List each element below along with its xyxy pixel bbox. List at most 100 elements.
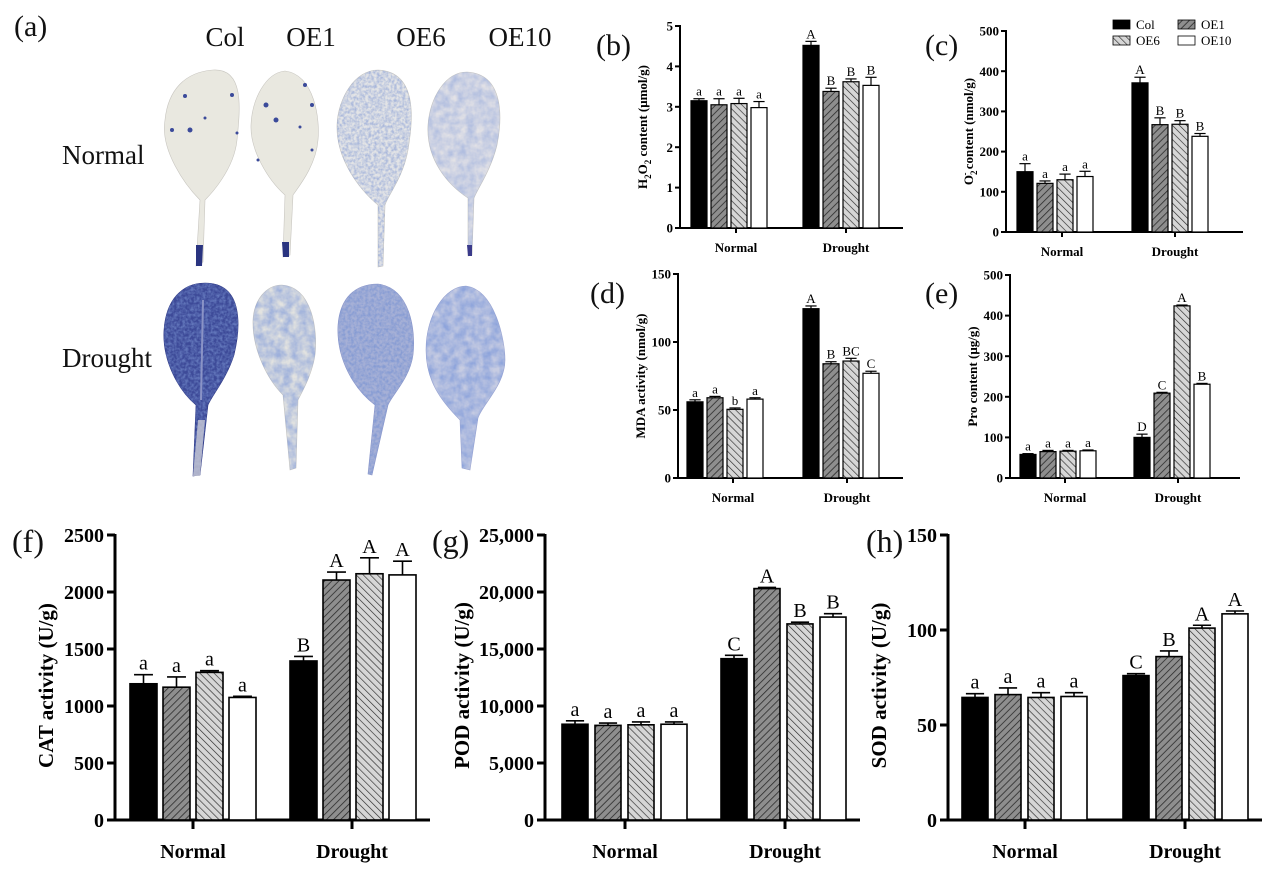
significance-letter: a [692,385,698,400]
bar-oe6-normal [726,408,744,479]
y-tick-label: 5,000 [489,753,534,775]
row-label-normal: Normal [62,140,145,170]
significance-letter: a [1037,671,1046,693]
bar-oe10-normal [1060,695,1088,821]
y-tick-label: 2000 [64,582,104,604]
y-tick-label: 0 [927,810,937,832]
bar-col-normal [561,723,589,821]
y-axis-label: H2O2 content (μmol/g) [635,65,653,189]
bar-oe1-drought [753,587,781,821]
x-tick-label-drought: Drought [1155,490,1202,505]
y-axis-label: Pro content (μg/g) [965,326,980,426]
x-tick-label-normal: Normal [592,841,658,863]
panel-label-e: (e) [925,277,958,310]
significance-letter: a [670,700,679,722]
significance-letter: a [971,672,980,694]
significance-letter: B [827,347,836,362]
y-axis-label: O2- content (nmol/g) [960,78,979,185]
y-tick-label: 100 [652,335,672,350]
bar-oe1-drought [1153,392,1171,479]
y-tick-label: 1500 [64,639,104,661]
legend-swatch-col [1112,19,1131,30]
y-tick-label: 500 [980,24,1000,39]
panel-label-f: (f) [12,523,44,559]
bar-oe1-normal [594,724,622,821]
significance-letter: A [806,26,816,41]
significance-letter: a [604,701,613,723]
bar-oe10-drought [1191,135,1209,233]
y-tick-label: 10,000 [479,696,534,718]
panel-label-b: (b) [596,29,631,62]
y-tick-label: 0 [993,225,1000,240]
leaf-normal-col [164,69,240,267]
significance-letter: a [1085,435,1091,450]
chart-c: (c) 0 100 200 300 400 500 O2- content (nmol/g) N… [925,17,1243,259]
bar-oe6-drought [842,81,860,229]
bar-oe6-drought [1171,123,1189,233]
chart-d: (d) 0 50 100 150 MDA activity (nmol/g) Normal D… [590,267,903,505]
y-tick-label: 50 [658,403,671,418]
significance-letter: A [1195,603,1210,625]
y-tick-label: 1000 [64,696,104,718]
bar-oe10-drought [819,616,847,821]
significance-letter: B [1156,103,1165,118]
bar-oe6-normal [730,102,748,229]
significance-letter: BC [842,343,859,358]
bar-col-normal [1016,171,1034,233]
significance-letter: a [1025,439,1031,454]
x-tick-label-drought: Drought [823,240,870,255]
x-tick-label-normal: Normal [1041,244,1084,259]
bar-oe6-normal [1027,696,1055,821]
y-tick-label: 2500 [64,525,104,547]
y-tick-label: 3 [667,99,674,114]
x-tick-label-drought: Drought [1149,841,1221,863]
significance-letter: B [1176,106,1185,121]
bar-oe1-drought [1155,655,1183,821]
bar-oe6-normal [1056,179,1074,233]
y-axis-label: MDA activity (nmol/g) [633,314,648,439]
column-label-oe10: OE10 [488,22,552,52]
significance-letter: B [867,62,876,77]
bar-oe1-normal [1036,182,1054,233]
bar-oe10-normal [1076,175,1094,233]
significance-letter: B [1198,368,1207,383]
significance-letter: C [867,356,876,371]
significance-letter: B [826,592,839,614]
x-tick-label-drought: Drought [1152,244,1199,259]
bar-oe10-normal [660,723,688,821]
significance-letter: a [238,674,247,696]
significance-letter: D [1137,419,1146,434]
panel-label-d: (d) [590,277,625,310]
significance-letter: A [395,539,410,561]
significance-letter: A [806,291,816,306]
bar-col-drought [1133,436,1151,479]
panel-label-c: (c) [925,29,958,62]
significance-letter: A [760,565,775,587]
y-tick-label: 25,000 [479,525,534,547]
leaf-normal-oe6 [336,69,412,268]
significance-letter: a [1045,435,1051,450]
bar-oe1-normal [1039,451,1057,479]
significance-letter: A [1135,62,1145,77]
column-label-col: Col [205,22,245,52]
bar-oe10-normal [746,398,764,479]
y-tick-label: 200 [980,144,1000,159]
legend-label-oe6: OE6 [1136,33,1160,48]
y-tick-label: 1 [667,180,674,195]
bar-oe1-normal [710,104,728,229]
significance-letter: a [712,381,718,396]
leaf-drought-oe10 [425,285,506,471]
significance-letter: A [362,536,377,558]
y-tick-label: 100 [907,620,937,642]
legend-swatch-oe10 [1177,35,1196,46]
legend-swatch-oe1 [1177,19,1196,30]
significance-letter: A [1228,589,1243,611]
bar-oe6-normal [195,671,224,821]
bar-oe10-drought [862,84,880,229]
y-tick-label: 0 [94,810,104,832]
y-tick-label: 400 [984,308,1004,323]
bar-col-drought [720,657,748,821]
bar-oe6-drought [355,572,384,821]
bar-oe10-drought [1221,613,1249,821]
